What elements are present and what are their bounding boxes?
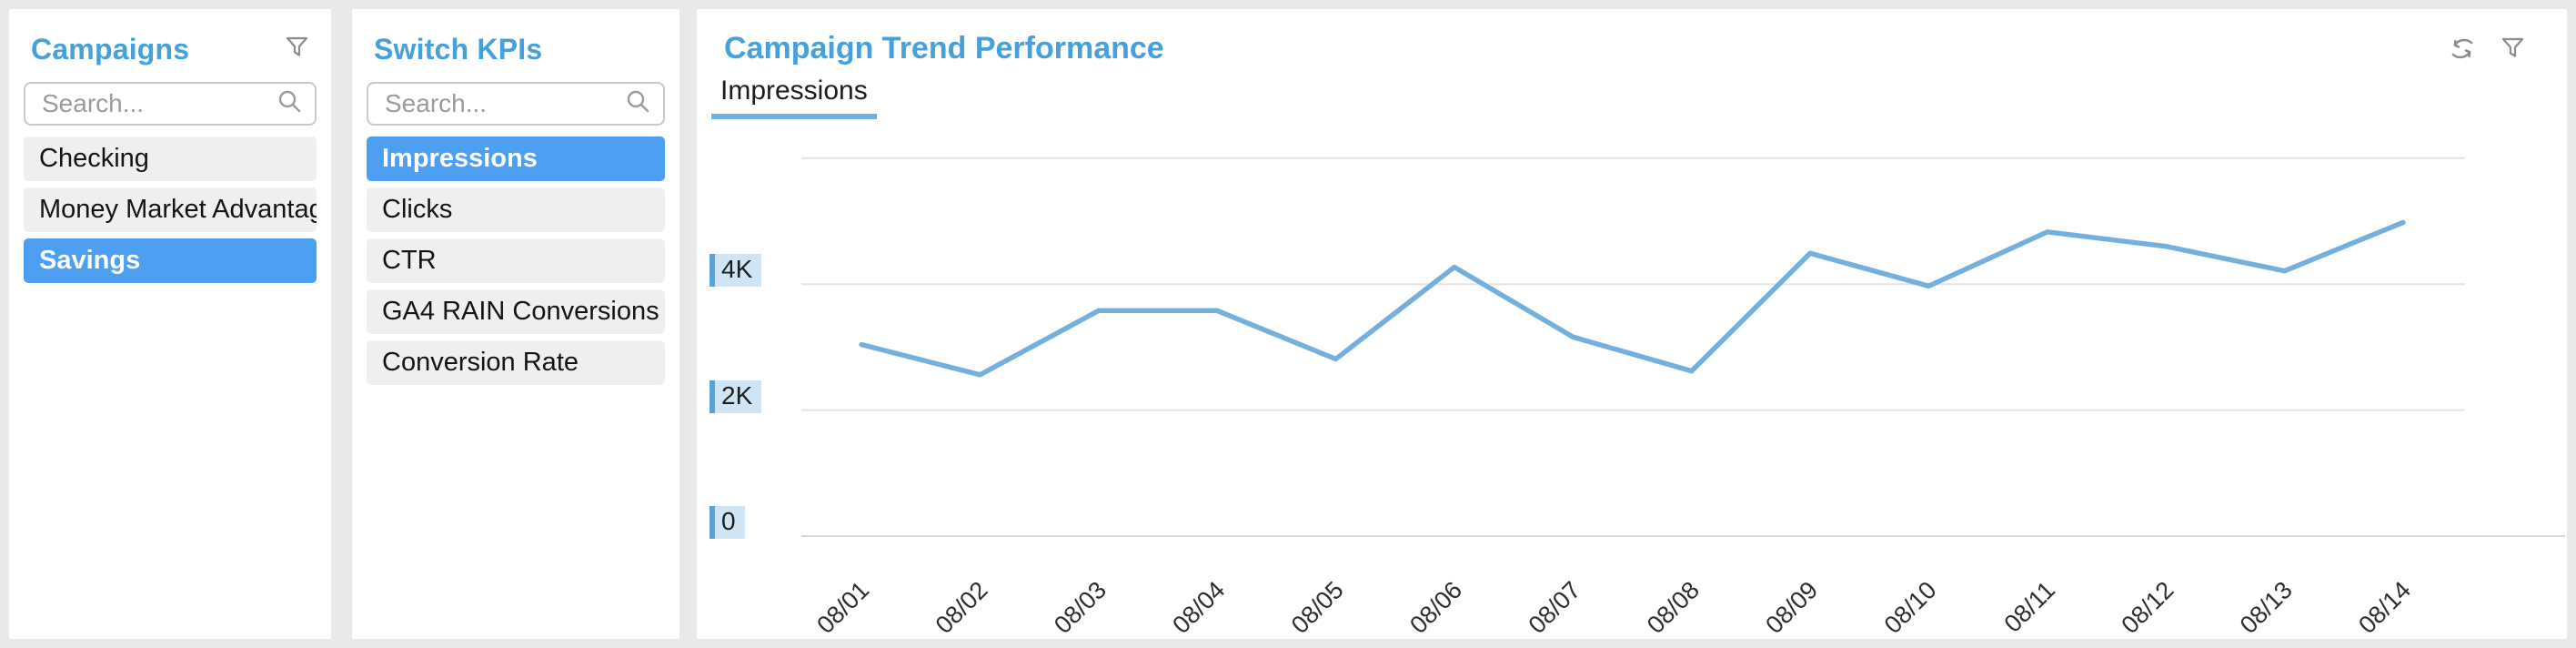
campaigns-list: Checking Money Market Advantage Savings [24, 137, 317, 283]
x-axis-label: 08/08 [1642, 576, 1705, 639]
kpi-search-input[interactable] [383, 88, 625, 119]
campaign-item-checking[interactable]: Checking [24, 137, 317, 181]
search-icon [277, 88, 304, 120]
y-axis-label: 0 [709, 506, 745, 539]
kpi-item-ga4-rain-conversions[interactable]: GA4 RAIN Conversions [367, 289, 665, 334]
x-axis-label: 08/07 [1524, 576, 1586, 639]
sync-icon[interactable] [2447, 35, 2478, 68]
y-axis-label: 4K [709, 254, 762, 288]
x-axis-label: 08/13 [2235, 576, 2298, 639]
kpi-panel-header: Switch KPIs [365, 22, 667, 69]
chart-canvas: 08/01 08/02 08/03 08/04 08/05 08/06 08/07 08/08… [801, 157, 2565, 639]
campaigns-panel: Campaigns Checking Money Market Advantag… [9, 9, 331, 639]
x-axis-label: 08/05 [1286, 576, 1349, 639]
x-axis-label: 08/03 [1049, 576, 1112, 639]
filter-icon[interactable] [2500, 35, 2527, 68]
x-axis-label: 08/09 [1760, 576, 1823, 639]
x-axis-label: 08/02 [931, 576, 993, 639]
x-axis-label: 08/01 [811, 576, 874, 639]
campaigns-search-box [24, 82, 317, 126]
trend-line [859, 219, 2406, 378]
chart-header: Campaign Trend Performance [697, 9, 2567, 68]
x-axis-label: 08/04 [1167, 576, 1230, 639]
kpi-panel: Switch KPIs Impressions Clicks CTR GA4 R… [352, 9, 679, 639]
filter-icon[interactable] [284, 34, 311, 66]
kpi-list: Impressions Clicks CTR GA4 RAIN Conversi… [367, 137, 665, 385]
kpi-item-clicks[interactable]: Clicks [367, 187, 665, 232]
kpi-item-ctr[interactable]: CTR [367, 238, 665, 283]
x-axis-label: 08/06 [1404, 576, 1467, 639]
campaigns-panel-title: Campaigns [31, 32, 190, 66]
campaigns-search-input[interactable] [40, 88, 277, 119]
kpi-item-impressions[interactable]: Impressions [367, 137, 665, 181]
search-icon [625, 88, 652, 120]
campaign-item-money-market[interactable]: Money Market Advantage [24, 187, 317, 232]
y-axis-label: 2K [709, 380, 762, 413]
chart-header-icons [2447, 35, 2527, 68]
x-axis-label: 08/14 [2353, 576, 2416, 639]
x-axis-label: 08/11 [1998, 576, 2060, 638]
kpi-item-conversion-rate[interactable]: Conversion Rate [367, 340, 665, 385]
kpi-panel-title: Switch KPIs [374, 32, 543, 66]
chart-title: Campaign Trend Performance [724, 31, 1164, 66]
tab-impressions[interactable]: Impressions [711, 74, 877, 119]
x-axis-label: 08/10 [1879, 576, 1942, 639]
campaigns-panel-header: Campaigns [22, 22, 318, 69]
x-axis-label: 08/12 [2116, 576, 2179, 639]
trend-line-chart: 08/01 08/02 08/03 08/04 08/05 08/06 08/07 08/08… [709, 137, 2567, 639]
kpi-search-box [367, 82, 665, 126]
trend-chart-panel: Campaign Trend Performance [697, 9, 2567, 639]
campaign-item-savings[interactable]: Savings [24, 238, 317, 283]
